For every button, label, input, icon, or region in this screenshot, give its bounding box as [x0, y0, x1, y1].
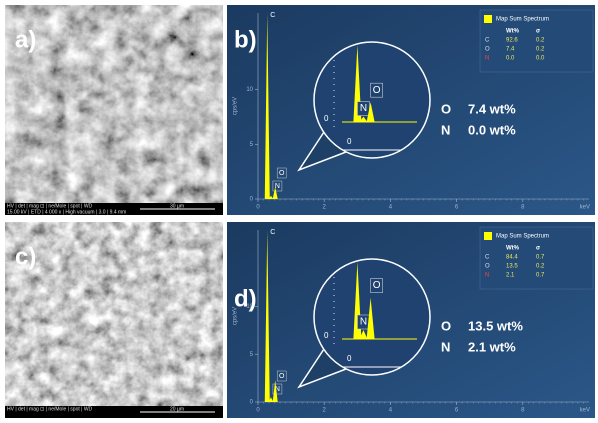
x-unit: keV — [580, 408, 590, 414]
legend-cell: 0.2 — [536, 38, 545, 44]
panel-label: a) — [15, 26, 36, 53]
annotation-element: N — [441, 122, 450, 137]
legend-cell: 0.0 — [506, 56, 515, 62]
legend-cell: O — [485, 47, 490, 53]
legend-cell: 0.0 — [536, 56, 545, 62]
legend-cell: O — [485, 264, 490, 270]
peak-label: N — [275, 183, 280, 190]
peak-label: C — [270, 229, 275, 236]
annotation-value: 2.1 wt% — [468, 339, 516, 354]
legend-cell: N — [485, 273, 489, 279]
inset-label: 0 — [324, 114, 329, 123]
legend-cell: 2.1 — [506, 273, 515, 279]
inset-peak-label: N — [360, 317, 367, 328]
inset-peak-label: O — [373, 280, 381, 291]
legend-column: σ — [536, 29, 540, 35]
annotation-value: 0.0 wt% — [468, 122, 516, 137]
legend-title: Map Sum Spectrum — [496, 17, 549, 23]
peak-label: O — [279, 170, 285, 177]
legend-cell: 84.4 — [506, 255, 518, 261]
x-unit: keV — [580, 205, 590, 211]
panel-label: d) — [234, 285, 257, 312]
legend-cell: C — [485, 255, 490, 261]
annotation-value: 7.4 wt% — [468, 101, 516, 116]
legend-cell: 13.5 — [506, 264, 518, 270]
legend-cell: 92.6 — [506, 38, 518, 44]
legend-column: Wt% — [506, 29, 520, 35]
inset-label: 0 — [347, 354, 352, 363]
legend-column: σ — [536, 246, 540, 252]
panel-label: b) — [234, 26, 257, 53]
legend-cell: 0.2 — [536, 264, 545, 270]
inset-peak-label: N — [360, 103, 367, 114]
sem-texture — [5, 5, 223, 215]
y-tick-label: 10 — [246, 87, 253, 93]
inset-label: 0 — [324, 331, 329, 340]
sem-texture — [5, 222, 223, 418]
annotation-element: N — [441, 339, 450, 354]
y-axis-label: cps/eV — [233, 97, 239, 115]
legend-cell: C — [485, 38, 490, 44]
legend-cell: N — [485, 56, 489, 62]
figure: a) HV | det | mag ⊡ | ne/Mole | spot | WD… — [0, 0, 598, 423]
legend-swatch — [484, 15, 492, 23]
inset — [314, 42, 430, 158]
panel-label: c) — [15, 243, 36, 270]
inset-label: 0 — [347, 137, 352, 146]
inset-peak-label: O — [373, 85, 381, 96]
legend-column: Wt% — [506, 246, 520, 252]
annotation-element: O — [441, 318, 451, 333]
scale-bar-label: 30 µm — [170, 203, 184, 209]
legend-title: Map Sum Spectrum — [496, 234, 549, 240]
peak-label: O — [279, 373, 285, 380]
legend-cell: 7.4 — [506, 47, 515, 53]
annotation-element: O — [441, 101, 451, 116]
legend-cell: 0.2 — [536, 47, 545, 53]
legend-swatch — [484, 232, 492, 240]
peak-label: C — [270, 12, 275, 19]
info-top: HV | det | mag ⊡ | ne/Mole | spot | WD — [7, 406, 93, 412]
legend-cell: 0.7 — [536, 255, 545, 261]
legend-cell: 0.7 — [536, 273, 545, 279]
info-bottom: 15.00 kV | ETD | 4 000 x | High vacuum |… — [7, 209, 126, 215]
scale-bar-label: 20 µm — [170, 406, 184, 412]
annotation-value: 13.5 wt% — [468, 318, 523, 333]
